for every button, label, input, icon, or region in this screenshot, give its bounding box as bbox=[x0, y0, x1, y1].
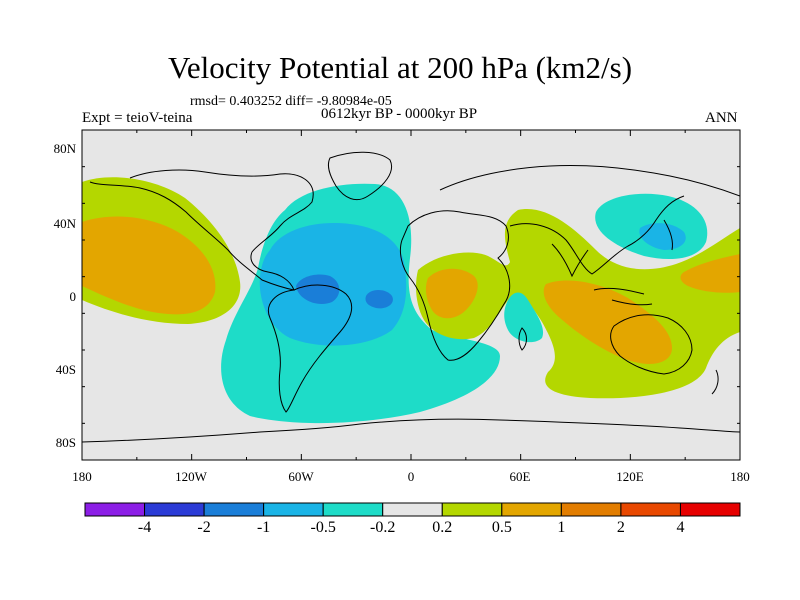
stats-text: rmsd= 0.403252 diff= -9.80984e-05 bbox=[190, 94, 392, 109]
colorbar-swatch bbox=[441, 502, 503, 517]
region-africa-core bbox=[425, 268, 478, 319]
coast-india bbox=[551, 243, 589, 278]
coast-new-zealand bbox=[711, 369, 719, 395]
coast-australia bbox=[610, 314, 693, 375]
colorbar-label: -1 bbox=[256, 519, 271, 536]
lon-label-120e: 120E bbox=[616, 469, 644, 484]
colorbar-swatch bbox=[84, 502, 146, 517]
coast-maritime bbox=[593, 287, 653, 306]
colorbar-swatch bbox=[620, 502, 681, 517]
lon-label-60e: 60E bbox=[509, 469, 531, 484]
region-indian-ocean-negative bbox=[504, 292, 544, 343]
coast-japan bbox=[663, 219, 673, 251]
colorbar-swatch bbox=[560, 502, 622, 517]
lon-label-180-east: 180 bbox=[730, 469, 750, 484]
lat-label-80s: 80S bbox=[55, 435, 76, 450]
region-pacific-west-core bbox=[680, 254, 740, 293]
region-atlantic-minimum-east bbox=[365, 290, 393, 309]
colorbar-label: -2 bbox=[197, 519, 211, 536]
region-pacific-east-core bbox=[82, 216, 216, 315]
lat-label-0: 0 bbox=[69, 289, 77, 304]
colorbar-swatch bbox=[263, 502, 324, 517]
colorbar-label: 2 bbox=[616, 519, 625, 536]
colorbar-label: -0.2 bbox=[370, 519, 396, 536]
colorbar-label: 1 bbox=[557, 519, 566, 536]
colorbar-label: 0.5 bbox=[491, 519, 512, 536]
coast-europe-africa bbox=[399, 210, 511, 361]
colorbar-swatch bbox=[203, 502, 265, 517]
lon-label-0: 0 bbox=[407, 469, 415, 484]
region-atlantic-minimum-west bbox=[296, 274, 340, 305]
coast-madagascar bbox=[518, 327, 527, 351]
colorbar-swatch bbox=[382, 502, 443, 517]
lat-label-80n: 80N bbox=[53, 141, 76, 156]
colorbar-label: -4 bbox=[137, 519, 152, 536]
period-label: 0612kyr BP - 0000kyr BP bbox=[321, 106, 478, 122]
lon-label-60w: 60W bbox=[288, 469, 314, 484]
colorbar-swatch bbox=[322, 502, 384, 517]
coast-north-america bbox=[89, 169, 314, 291]
experiment-label: Expt = teioV-teina bbox=[82, 110, 193, 126]
lon-label-180-west: 180 bbox=[72, 469, 92, 484]
plot-title: Velocity Potential at 200 hPa (km2/s) bbox=[167, 50, 633, 85]
lat-label-40s: 40S bbox=[55, 362, 76, 377]
lon-label-120w: 120W bbox=[175, 469, 207, 484]
coast-greenland bbox=[327, 151, 392, 201]
colorbar-label: 0.2 bbox=[432, 519, 453, 536]
colorbar-label: 4 bbox=[676, 519, 685, 536]
colorbar-swatch bbox=[679, 502, 741, 517]
lat-label-40n: 40N bbox=[53, 216, 76, 231]
coast-eurasia bbox=[439, 164, 740, 275]
season-label: ANN bbox=[705, 110, 738, 126]
colorbar-label: -0.5 bbox=[310, 519, 336, 536]
region-east-asia-core bbox=[639, 223, 686, 250]
region-maritime-continent-core bbox=[543, 280, 672, 364]
coastlines bbox=[82, 151, 740, 443]
coast-south-america bbox=[268, 284, 353, 413]
colorbar-swatch bbox=[501, 502, 562, 517]
colorbar-swatch bbox=[144, 502, 205, 517]
coast-antarctica bbox=[82, 418, 740, 443]
axis-ticks bbox=[81, 129, 741, 461]
